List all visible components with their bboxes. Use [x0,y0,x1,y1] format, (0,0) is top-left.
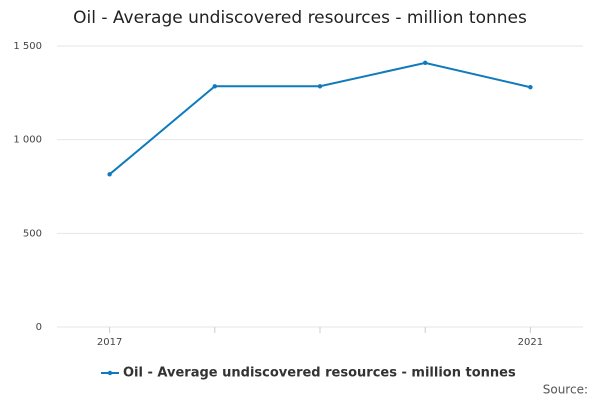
data-line [108,61,531,176]
y-tick-label: 1 500 [13,41,42,52]
data-point [423,60,428,66]
y-tick-label: 1 000 [13,135,42,146]
data-point [317,84,323,89]
chart-title: Oil - Average undiscovered resources - m… [73,8,527,28]
y-tick-label: 0 [36,322,42,333]
x-tick-label: 2021 [518,337,543,348]
x-tick-label: 2017 [97,337,122,348]
data-point [212,84,217,89]
legend-label: Oil - Average undiscovered resources - m… [123,366,516,381]
legend-marker [107,370,113,376]
data-point [528,85,533,90]
data-point [107,172,112,177]
y-tick-label: 500 [23,228,42,239]
source: Source: [543,383,588,397]
